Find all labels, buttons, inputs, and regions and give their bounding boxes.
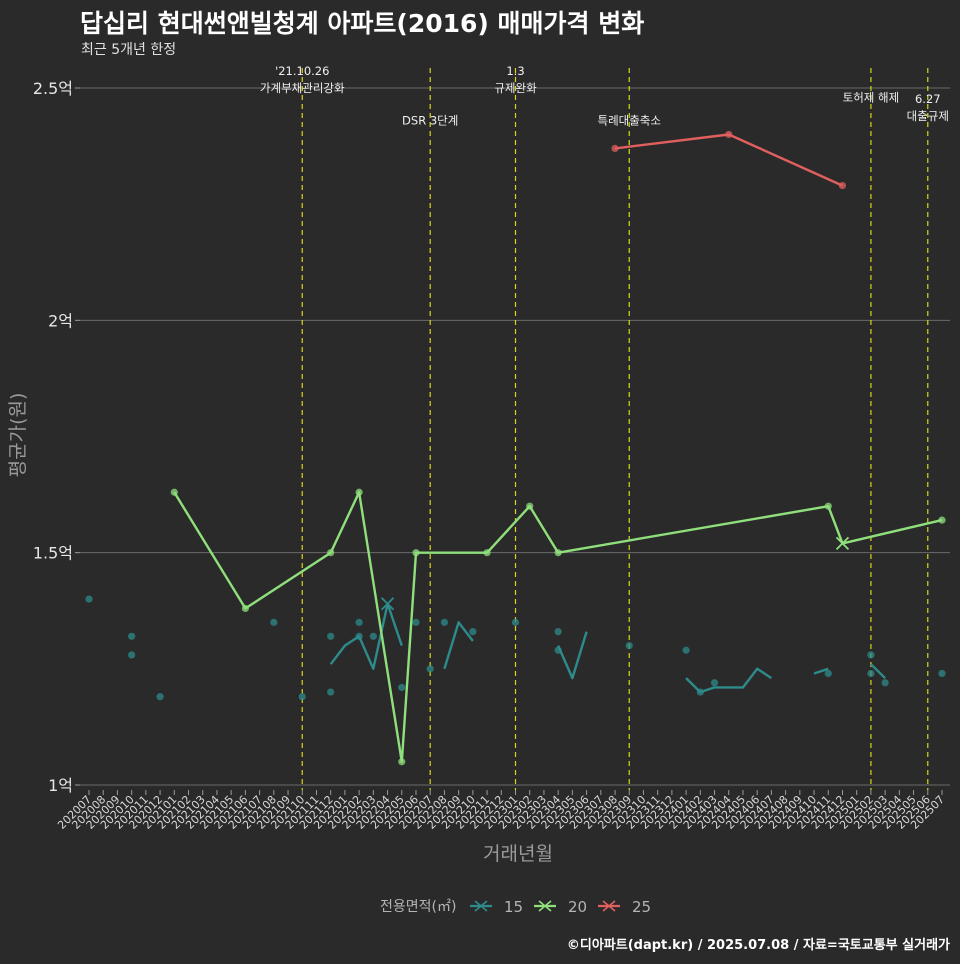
event-label: '21.10.26 (275, 64, 329, 78)
data-point (85, 595, 93, 603)
data-point (369, 632, 377, 640)
data-point (554, 628, 562, 636)
data-point (625, 642, 633, 650)
x-axis-label: 거래년월 (483, 843, 553, 865)
series-line (173, 491, 943, 763)
event-label: 규제완화 (494, 81, 537, 95)
data-point (938, 669, 946, 678)
data-point (412, 549, 420, 557)
series-line (813, 667, 829, 675)
data-point (511, 618, 520, 626)
series-15 (85, 595, 946, 701)
chart-title: 답십리 현대썬앤빌청계 아파트(2016) 매매가격 변화 (80, 9, 645, 38)
legend-label: 25 (632, 898, 651, 916)
chart-subtitle: 최근 5개년 한정 (81, 42, 177, 58)
data-point (526, 502, 534, 510)
legend-item-20: 20 (534, 898, 587, 916)
data-point-cross (835, 536, 850, 551)
data-point (128, 632, 136, 640)
data-point-cross (380, 597, 395, 611)
data-point (128, 651, 136, 659)
y-tick-label: 1억 (48, 776, 73, 795)
y-axis-label: 평균가(원) (7, 393, 29, 478)
legend: 전용면적(㎡) 15 20 25 (380, 898, 651, 916)
data-point (298, 693, 306, 701)
data-point (355, 488, 363, 496)
data-point (682, 646, 690, 654)
data-point (469, 628, 477, 636)
data-point (241, 604, 249, 613)
data-point (355, 618, 363, 626)
legend-item-15: 15 (470, 898, 523, 916)
y-tick-label: 1.5억 (33, 544, 73, 563)
event-label: 6.27 (915, 92, 941, 106)
data-point (725, 130, 733, 139)
legend-title: 전용면적(㎡) (380, 899, 456, 915)
series-line (443, 621, 474, 670)
legend-swatch-cross (602, 900, 616, 912)
event-label: DSR 3단계 (402, 114, 458, 128)
series-line (557, 631, 588, 680)
event-label: 가계부채관리강화 (260, 81, 345, 95)
data-point (611, 144, 619, 153)
data-point (327, 549, 335, 557)
legend-item-25: 25 (598, 898, 651, 916)
data-point (554, 646, 562, 654)
data-point (881, 679, 889, 687)
legend-swatch-cross (474, 900, 488, 912)
data-point (156, 693, 164, 701)
event-label: 1.3 (506, 64, 524, 78)
series-20 (170, 488, 946, 766)
series-25 (611, 130, 847, 190)
legend-swatch-cross (538, 900, 552, 912)
x-axis-ticks: 2020072020082020092020102020112020122021… (55, 790, 947, 832)
series-line (685, 667, 773, 694)
data-point (327, 632, 335, 640)
data-point (398, 683, 406, 692)
data-point (710, 679, 719, 687)
data-point (696, 688, 704, 696)
event-label: 토허제 해제 (843, 90, 900, 104)
data-point (170, 488, 178, 496)
y-tick-label: 2.5억 (33, 79, 73, 98)
data-point (327, 688, 335, 696)
data-point (426, 665, 434, 673)
series-line (614, 133, 843, 187)
event-label: 특례대출축소 (597, 114, 660, 128)
y-tick-label: 2억 (48, 311, 73, 330)
source-caption: ©디아파트(dapt.kr) / 2025.07.08 / 자료=국토교통부 실… (566, 938, 950, 953)
data-point (938, 516, 946, 524)
data-point (355, 632, 363, 640)
data-point (867, 669, 875, 678)
data-point (838, 181, 847, 190)
y-axis-ticks: 1억 1.5억 2억 2.5억 (33, 79, 80, 795)
legend-label: 15 (504, 898, 523, 916)
data-point (824, 669, 832, 678)
data-point (824, 502, 832, 510)
data-series (85, 130, 946, 766)
data-point (412, 618, 420, 626)
data-point (398, 758, 406, 766)
data-point (554, 549, 562, 557)
data-point (440, 618, 449, 626)
data-point (483, 549, 491, 557)
series-line (329, 602, 403, 670)
event-label: 대출규제 (907, 109, 949, 123)
series-line (870, 663, 886, 679)
data-point (270, 618, 278, 626)
data-point (867, 651, 875, 659)
legend-label: 20 (568, 898, 587, 916)
